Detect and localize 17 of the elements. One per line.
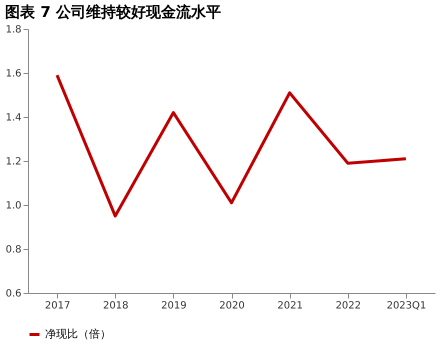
x-tick-label: 2021 [277,300,303,312]
x-tick-label: 2018 [102,300,128,312]
y-tick-label: 1.6 [6,68,22,80]
x-tick-label: 2019 [161,300,187,312]
x-tick-label: 2020 [219,300,245,312]
y-tick-label: 1.4 [6,112,22,124]
line-series [56,74,408,218]
x-tick-label: 2022 [336,300,362,312]
y-tick-label: 1.8 [6,24,22,36]
chart-title: 图表 7 公司维持较好现金流水平 [5,3,221,21]
y-tick-label: 0.6 [6,288,22,300]
x-tick-label: 2017 [44,300,70,312]
legend-label: 净现比（倍） [45,328,111,340]
x-tick-label: 2023Q1 [386,300,426,312]
y-tick-label: 0.8 [6,244,22,256]
y-tick-label: 1.2 [6,156,22,168]
y-tick-label: 1.0 [6,200,22,212]
